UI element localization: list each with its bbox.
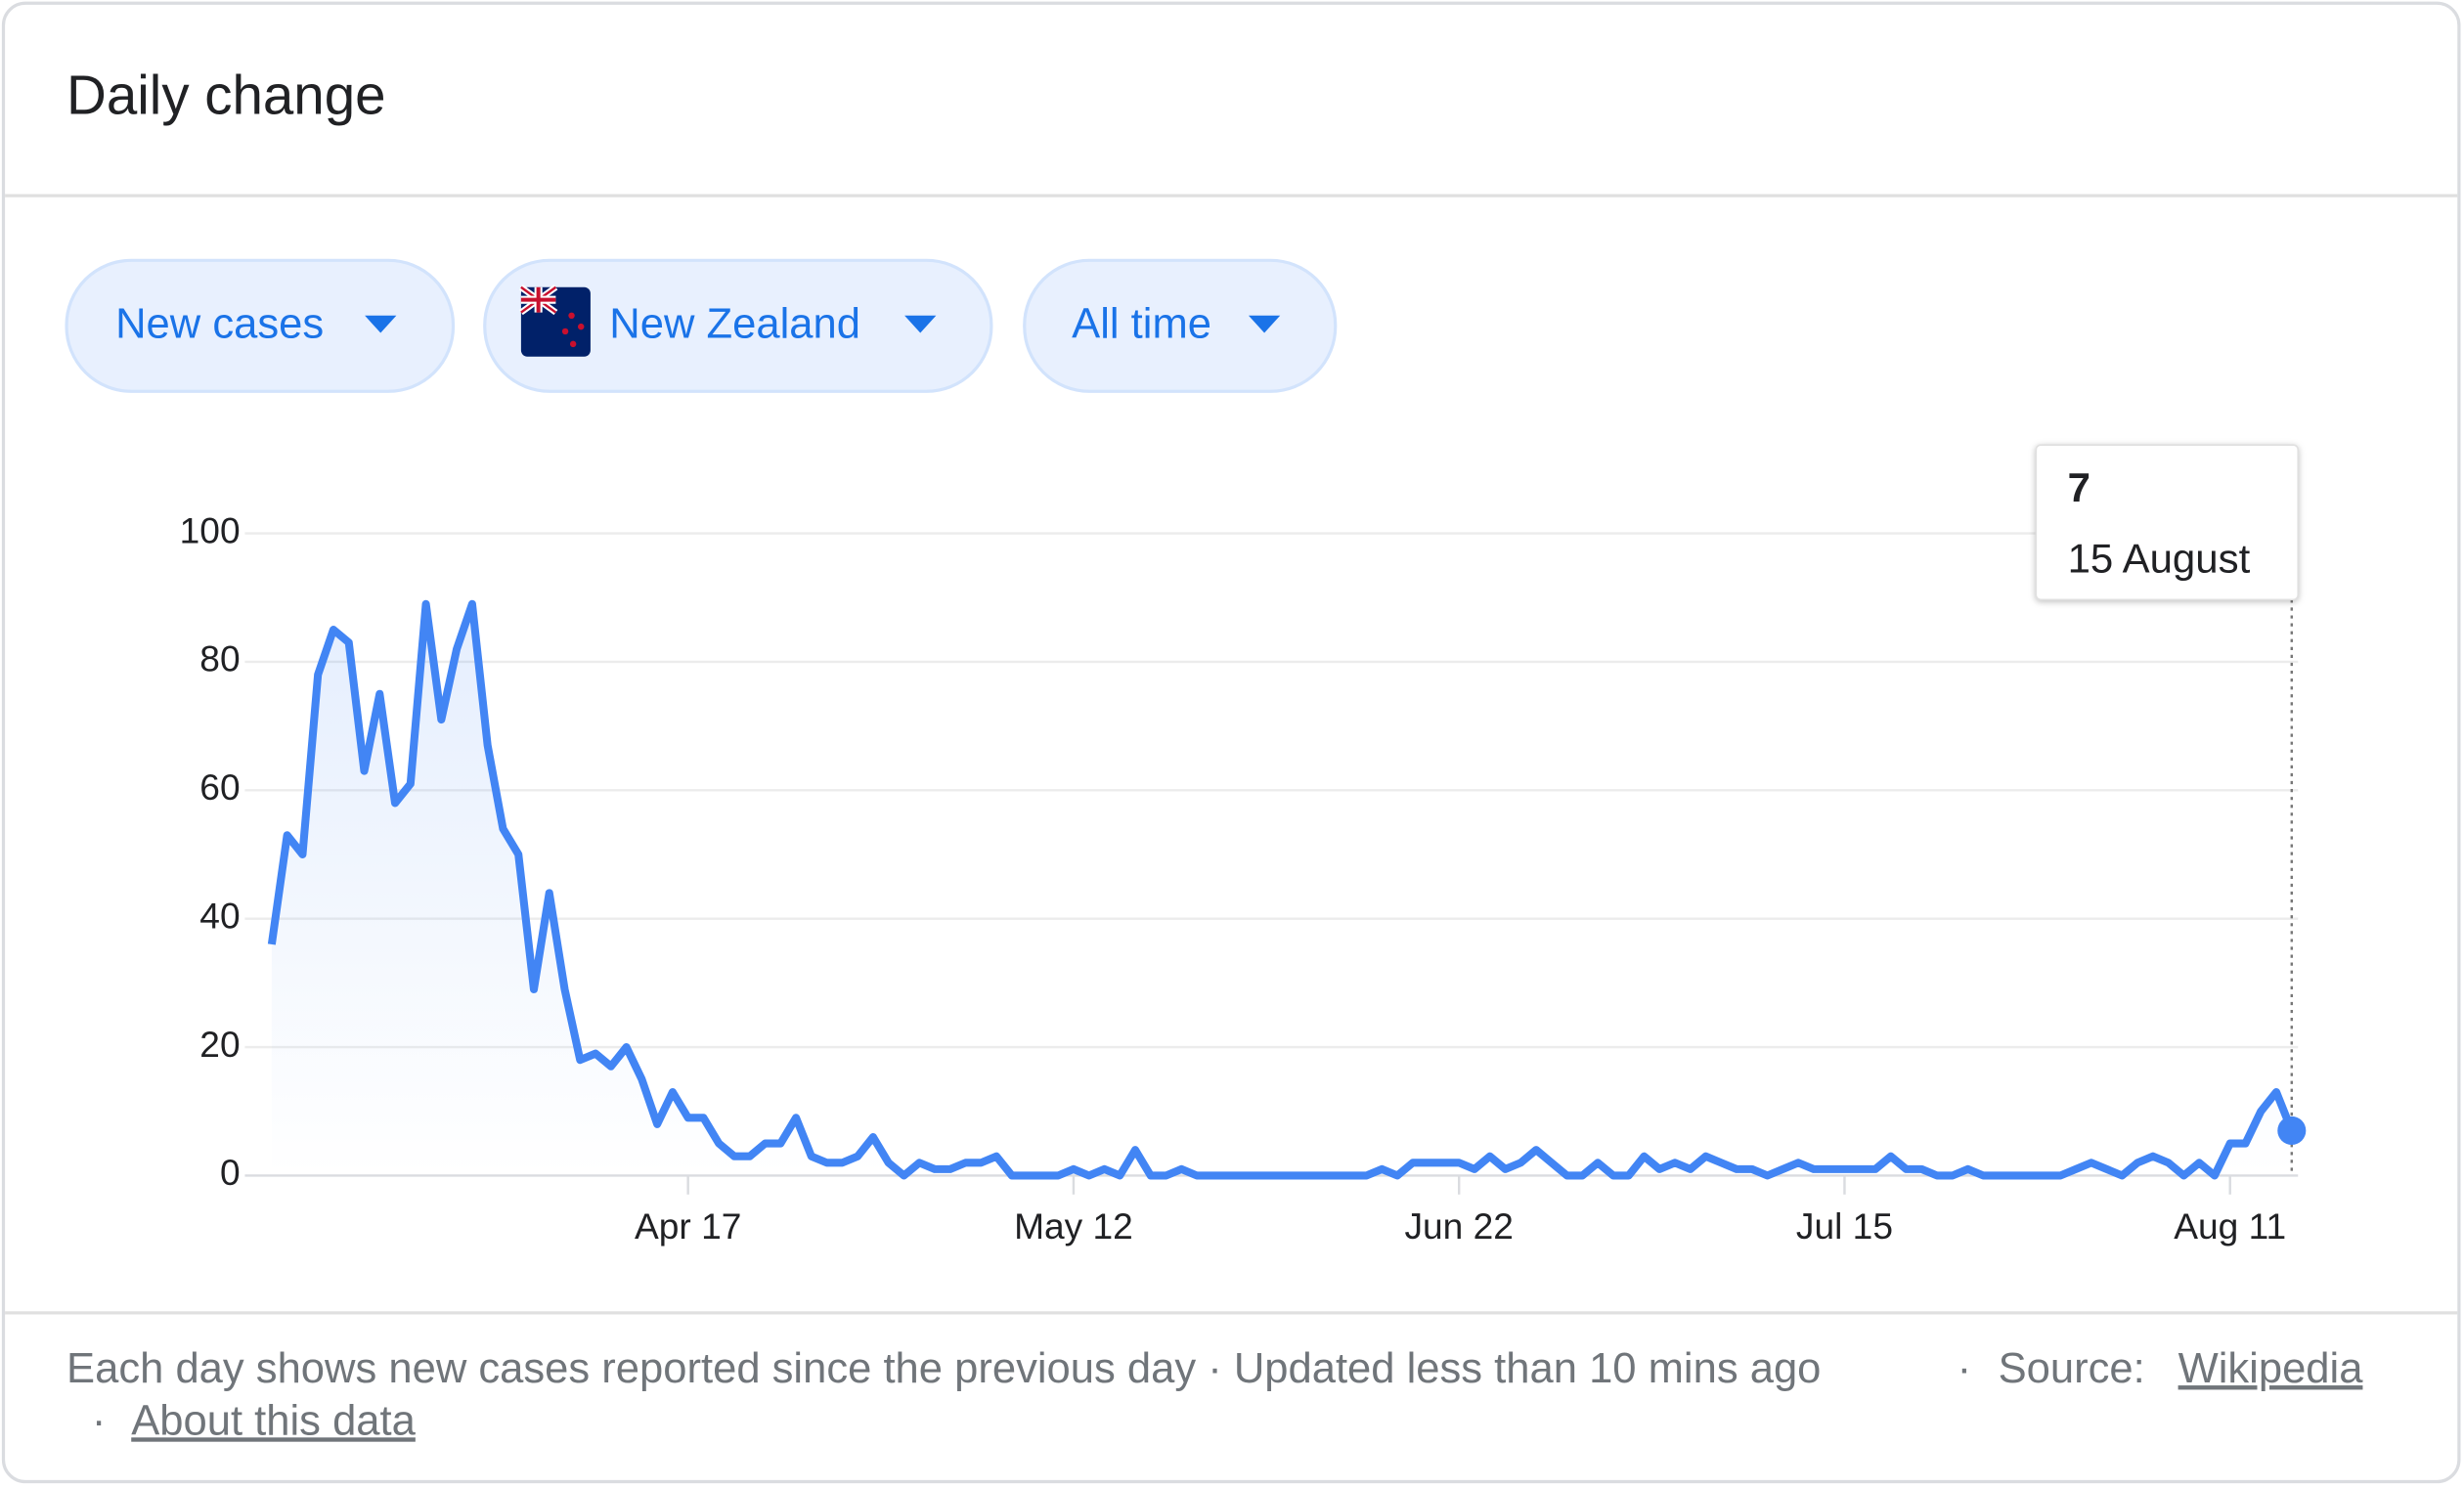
x-tick-label: Apr 17 bbox=[635, 1205, 741, 1247]
flag bbox=[518, 284, 591, 357]
y-tick-label: 0 bbox=[220, 1152, 241, 1193]
area bbox=[271, 603, 2292, 1176]
y-tick-label: 100 bbox=[180, 509, 241, 550]
about-link[interactable]: About this data bbox=[131, 1397, 416, 1444]
line bbox=[267, 599, 2296, 1180]
chip-label[interactable]: New cases bbox=[115, 301, 324, 348]
tooltip-date: 15 August bbox=[2068, 536, 2251, 582]
tooltip bbox=[2035, 444, 2300, 601]
separator: · bbox=[92, 1397, 107, 1444]
title: Daily change bbox=[66, 65, 385, 126]
dropdown-arrow[interactable] bbox=[904, 315, 937, 333]
region-filter[interactable]: New Zealand bbox=[483, 258, 993, 393]
y-tick-label: 40 bbox=[199, 895, 240, 936]
plot: 0 20 40 60 80 100 Apr 17 May 12 Jun 22 Jul 15 Aug … bbox=[180, 444, 2307, 1247]
tooltip-value: 7 bbox=[2068, 464, 2090, 510]
y-tick-label: 80 bbox=[199, 638, 240, 679]
footer-note: Each day shows new cases reported since … bbox=[66, 1345, 1821, 1392]
chip-label[interactable]: All time bbox=[1072, 301, 1211, 348]
time-filter[interactable]: All time bbox=[1023, 258, 1338, 393]
y-tick-label: 60 bbox=[199, 766, 240, 808]
hover-point bbox=[2277, 1116, 2307, 1145]
dropdown-arrow[interactable] bbox=[365, 315, 397, 333]
metric-filter[interactable]: New cases bbox=[65, 258, 456, 393]
chip-bg[interactable] bbox=[1023, 258, 1338, 393]
dropdown-arrow[interactable] bbox=[1248, 315, 1281, 333]
y-tick-label: 20 bbox=[199, 1024, 240, 1065]
source-link[interactable]: Wikipedia bbox=[2178, 1345, 2364, 1392]
source-label: Source: bbox=[1999, 1345, 2145, 1392]
x-tick-label: Jul 15 bbox=[1796, 1205, 1893, 1247]
x-tick-label: May 12 bbox=[1014, 1205, 1133, 1247]
chip-bg[interactable] bbox=[65, 258, 456, 393]
chip-label[interactable]: New Zealand bbox=[609, 301, 860, 348]
separator: · bbox=[1958, 1345, 1972, 1392]
chip-bg[interactable] bbox=[483, 258, 993, 393]
x-tick-label: Aug 11 bbox=[2174, 1205, 2286, 1247]
x-tick-label: Jun 22 bbox=[1404, 1205, 1513, 1247]
